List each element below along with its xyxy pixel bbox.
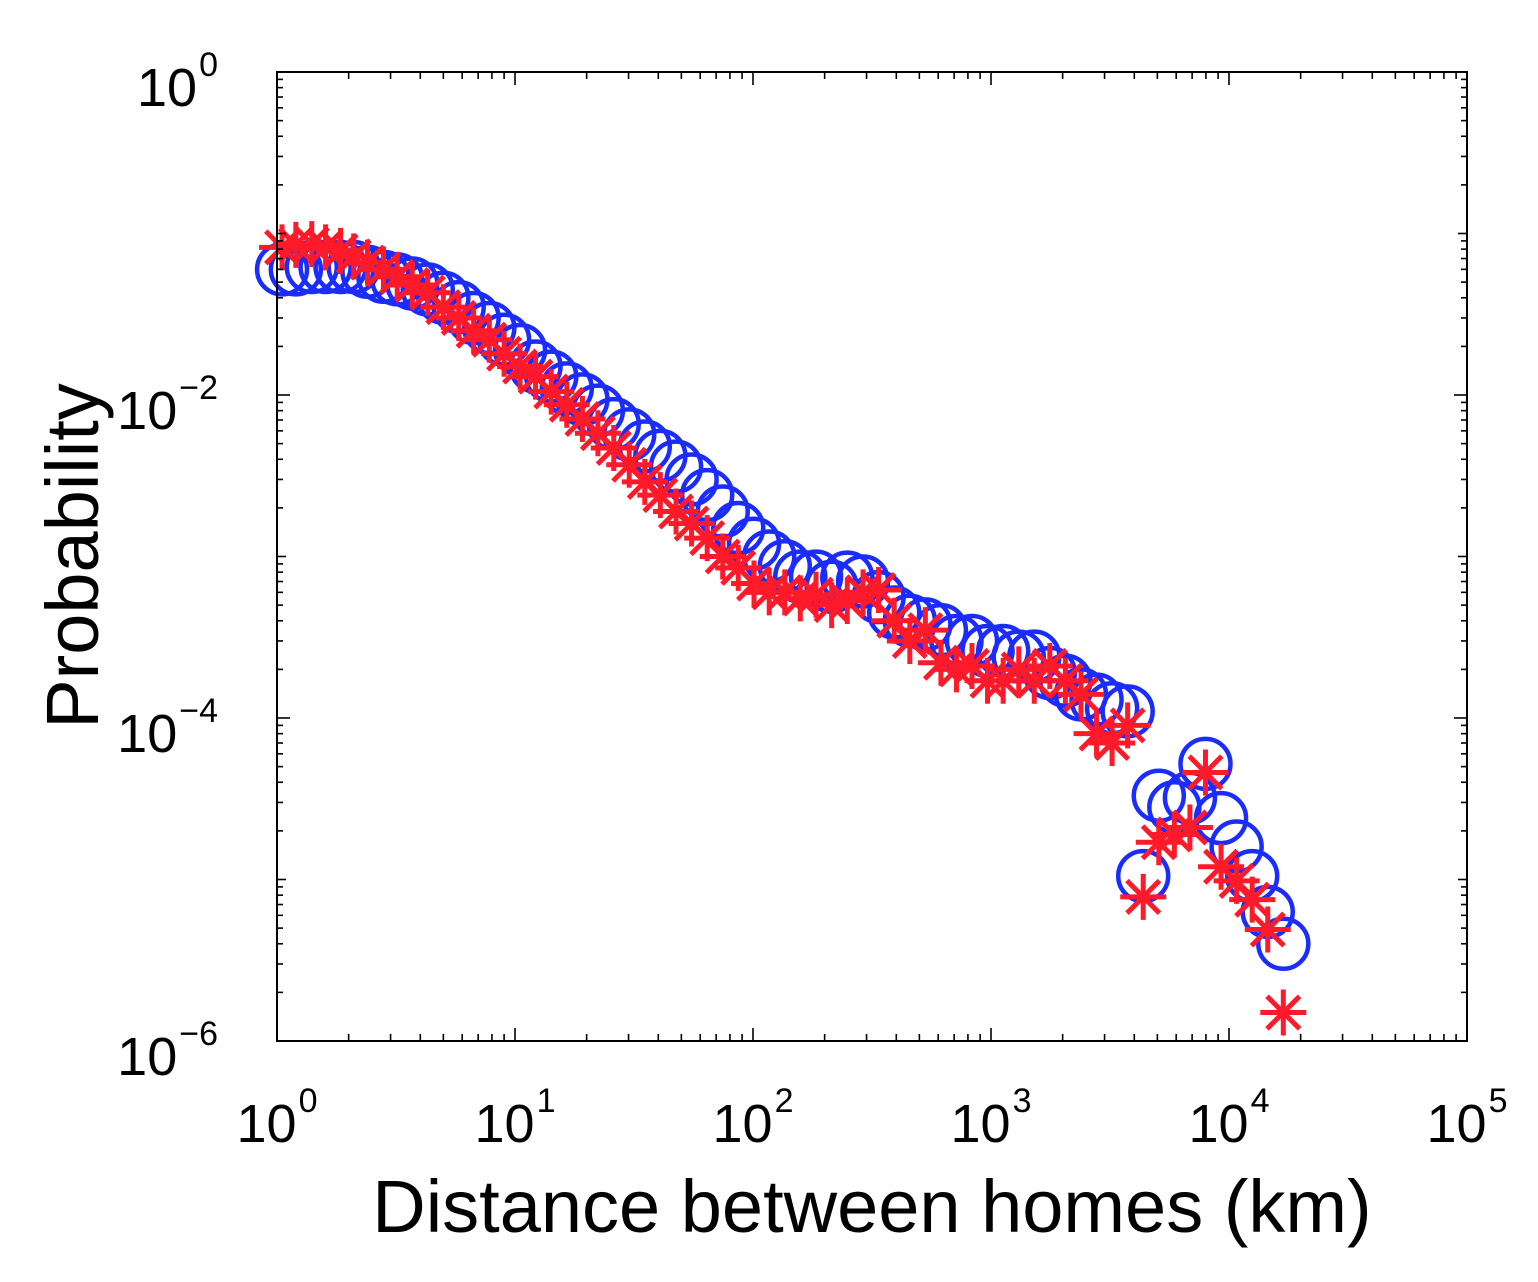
- x-tick-label: 103: [951, 1082, 1032, 1154]
- star-point: [1244, 906, 1291, 953]
- y-tick-label: 100: [137, 46, 218, 118]
- y-tick-label: 10−6: [117, 1015, 218, 1087]
- star-point: [1135, 819, 1182, 866]
- series-stars: [259, 221, 1307, 1036]
- circle-point: [1256, 916, 1311, 972]
- x-tick-label: 102: [713, 1082, 794, 1154]
- x-tick-label: 104: [1189, 1082, 1270, 1154]
- star-point: [1166, 804, 1213, 851]
- plot-markers: [254, 221, 1311, 1036]
- axis-ticks: [276, 71, 1468, 1042]
- star-point: [1120, 873, 1167, 920]
- star-point: [1104, 702, 1151, 749]
- star-point: [902, 607, 949, 654]
- y-tick-label: 10−2: [117, 369, 218, 441]
- y-tick-labels: 100 10−2 10−4 10−6: [117, 46, 218, 1087]
- x-tick-label: 100: [237, 1082, 318, 1154]
- star-point: [1182, 749, 1229, 796]
- y-tick-label: 10−4: [117, 692, 218, 764]
- x-axis-label: Distance between homes (km): [372, 1165, 1371, 1248]
- x-tick-labels: 100 101 102 103 104 105: [237, 1082, 1508, 1154]
- star-point: [1260, 989, 1307, 1036]
- star-point: [1057, 671, 1104, 718]
- y-axis-label: Probability: [31, 383, 114, 729]
- x-tick-label: 105: [1427, 1082, 1508, 1154]
- x-tick-label: 101: [475, 1082, 556, 1154]
